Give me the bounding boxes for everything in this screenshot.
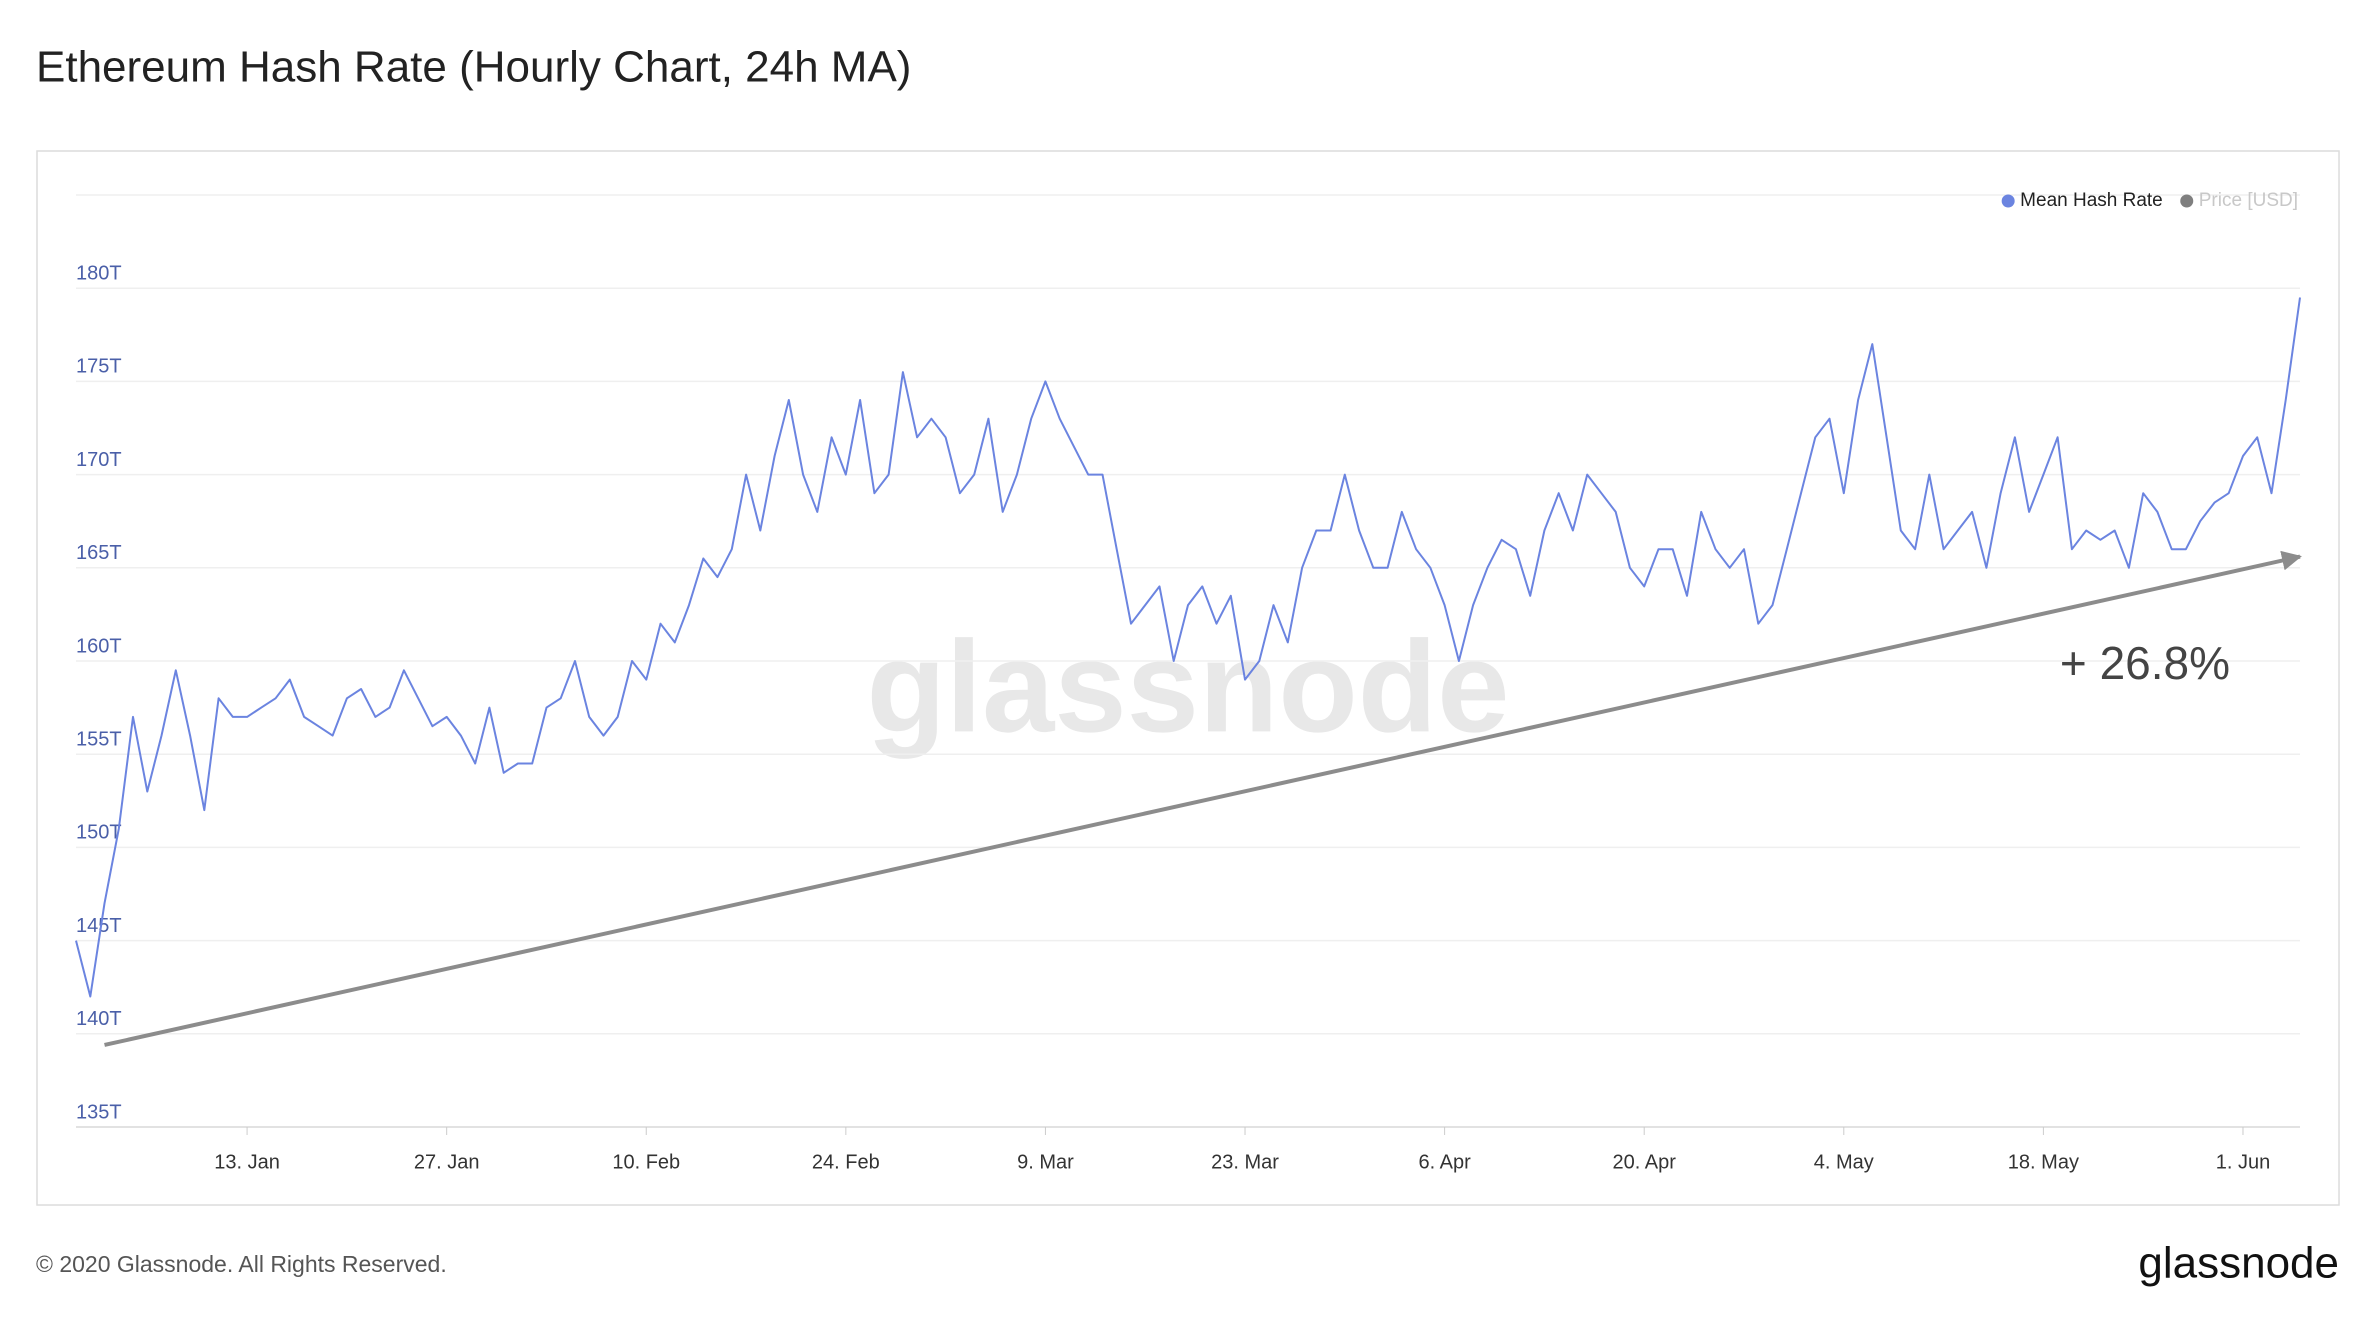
- chart-title: Ethereum Hash Rate (Hourly Chart, 24h MA…: [36, 43, 911, 92]
- logo: glassnode: [2138, 1239, 2339, 1288]
- y-tick-label: 140T: [76, 1008, 122, 1030]
- y-tick-label: 135T: [76, 1101, 122, 1123]
- x-tick-label: 6. Apr: [1418, 1151, 1471, 1173]
- x-tick-label: 1. Jun: [2216, 1151, 2270, 1173]
- x-tick-label: 10. Feb: [612, 1151, 680, 1173]
- legend-swatch: [2180, 194, 2194, 208]
- legend-label: Price [USD]: [2199, 190, 2298, 211]
- x-tick-label: 9. Mar: [1017, 1151, 1074, 1173]
- watermark: glassnode: [867, 613, 1510, 759]
- copyright: © 2020 Glassnode. All Rights Reserved.: [36, 1251, 447, 1277]
- x-tick-label: 4. May: [1814, 1151, 1874, 1173]
- y-tick-label: 165T: [76, 542, 122, 564]
- y-tick-label: 170T: [76, 449, 122, 471]
- x-tick-label: 23. Mar: [1211, 1151, 1279, 1173]
- y-tick-label: 160T: [76, 635, 122, 657]
- y-tick-label: 180T: [76, 262, 122, 284]
- x-tick-label: 20. Apr: [1613, 1151, 1677, 1173]
- chart-frame: [36, 150, 2340, 1206]
- annotation-label: + 26.8%: [2060, 637, 2230, 689]
- x-tick-label: 24. Feb: [812, 1151, 880, 1173]
- y-tick-label: 155T: [76, 728, 122, 750]
- x-tick-label: 13. Jan: [214, 1151, 280, 1173]
- y-tick-label: 150T: [76, 822, 122, 844]
- x-tick-label: 18. May: [2008, 1151, 2079, 1173]
- trend-arrow: [104, 550, 2302, 1047]
- y-tick-label: 145T: [76, 915, 122, 937]
- x-tick-label: 27. Jan: [414, 1151, 480, 1173]
- legend-label: Mean Hash Rate: [2020, 190, 2163, 211]
- data-line: [75, 297, 2301, 998]
- y-tick-label: 175T: [76, 356, 122, 378]
- legend-swatch: [2001, 194, 2015, 208]
